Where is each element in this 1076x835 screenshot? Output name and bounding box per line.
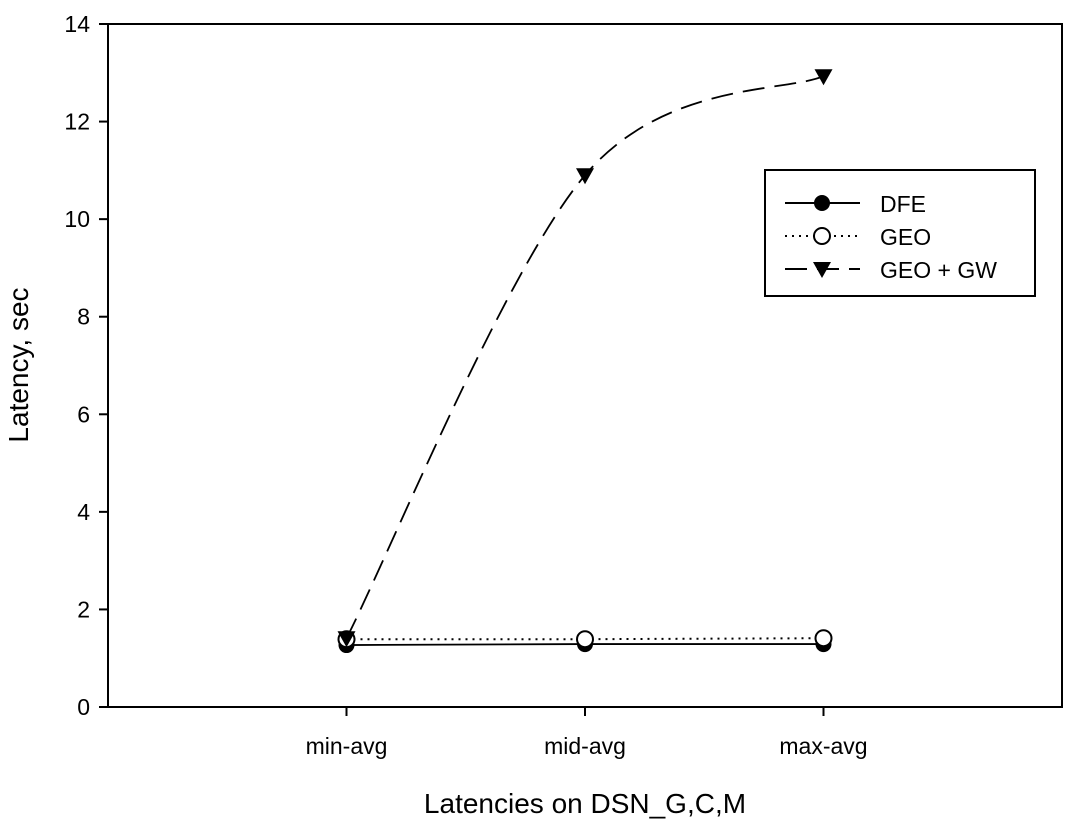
data-point — [576, 168, 594, 185]
y-tick-label: 4 — [77, 499, 90, 525]
y-axis-label: Latency, sec — [3, 287, 34, 442]
y-tick-label: 14 — [64, 11, 90, 37]
y-tick-label: 12 — [64, 109, 90, 135]
y-tick-label: 8 — [77, 304, 90, 330]
x-tick-label: min-avg — [306, 733, 388, 759]
legend-label: DFE — [880, 191, 926, 217]
legend-marker — [813, 227, 831, 245]
legend: DFE GEO GEO + GW — [764, 169, 1036, 297]
y-tick-label: 6 — [77, 401, 90, 427]
data-point — [814, 69, 833, 86]
legend-marker — [814, 195, 830, 211]
legend-box — [764, 169, 1036, 297]
plot-frame — [107, 23, 1063, 708]
series-line-2 — [345, 75, 824, 639]
x-tick-label: mid-avg — [544, 733, 626, 759]
data-point — [337, 631, 356, 648]
x-tick-label: max-avg — [779, 733, 867, 759]
legend-marker — [813, 262, 831, 278]
y-tick-label: 10 — [64, 206, 90, 232]
x-axis-label: Latencies on DSN_G,C,M — [424, 788, 746, 819]
legend-label: GEO — [880, 224, 931, 250]
y-tick-label: 2 — [77, 596, 90, 622]
data-point — [576, 630, 594, 649]
legend-label: GEO + GW — [880, 257, 997, 283]
y-tick-label: 0 — [77, 694, 90, 720]
data-point — [814, 629, 833, 648]
